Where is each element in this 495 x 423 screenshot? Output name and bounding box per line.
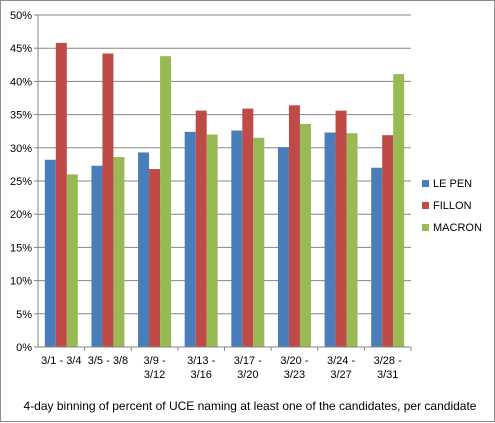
bar-macron <box>253 137 265 347</box>
bar-le-pen <box>324 132 336 347</box>
y-tick-label: 45% <box>10 43 32 55</box>
legend-item-macron: MACRON <box>422 222 482 234</box>
bar-fillon <box>288 105 300 347</box>
bar-fillon <box>242 108 254 348</box>
bar-le-pen <box>231 130 243 347</box>
bar-fillon <box>382 135 394 347</box>
bar-macron <box>393 74 405 347</box>
bar-fillon <box>102 53 114 348</box>
bar-macron <box>206 134 218 347</box>
bar-fillon <box>149 169 161 347</box>
bar-le-pen <box>138 152 150 347</box>
bar-macron <box>113 157 125 347</box>
x-tick-label: 3/20 -3/23 <box>280 355 308 381</box>
bar-macron <box>160 56 172 347</box>
bars <box>44 42 405 348</box>
bar-macron <box>346 133 358 347</box>
y-tick-label: 10% <box>10 276 32 288</box>
x-tick-label: 3/24 -3/27 <box>327 355 355 381</box>
x-axis-title: 4-day binning of percent of UCE naming a… <box>24 399 477 413</box>
legend: LE PEN FILLON MACRON <box>422 178 482 234</box>
bar-le-pen <box>44 159 56 347</box>
legend-swatch <box>422 202 429 209</box>
bar-le-pen <box>371 167 383 347</box>
legend-label: FILLON <box>433 200 472 212</box>
y-tick-label: 20% <box>10 209 32 221</box>
bar-macron <box>299 123 311 347</box>
legend-swatch <box>422 224 429 231</box>
y-tick-label: 25% <box>10 176 32 188</box>
y-tick-label: 15% <box>10 242 32 254</box>
bar-fillon <box>335 110 347 347</box>
bar-le-pen <box>91 165 103 347</box>
x-tick-label: 3/13 -3/16 <box>187 355 215 381</box>
bar-fillon <box>55 42 67 347</box>
legend-label: MACRON <box>433 222 482 234</box>
y-tick-label: 0% <box>16 342 32 354</box>
legend-item-le-pen: LE PEN <box>422 178 472 190</box>
bar-le-pen <box>277 147 289 347</box>
bar-fillon <box>195 110 207 347</box>
x-tick-label: 3/17 -3/20 <box>234 355 262 381</box>
bar-macron <box>66 174 78 347</box>
x-tick-labels: 3/1 - 3/4 3/5 - 3/8 3/9 -3/12 3/13 -3/16 3/1… <box>41 355 402 381</box>
x-tick-label: 3/5 - 3/8 <box>88 355 128 367</box>
y-tick-label: 5% <box>16 309 32 321</box>
x-tick-label: 3/9 -3/12 <box>144 355 166 381</box>
y-tick-label: 30% <box>10 143 32 155</box>
y-tick-label: 35% <box>10 110 32 122</box>
bar-le-pen <box>184 131 196 347</box>
legend-label: LE PEN <box>433 178 472 190</box>
y-tick-label: 50% <box>10 10 32 22</box>
y-tick-labels: 0% 5% 10% 15% 20% 25% 30% 35% 40% 45% 50% <box>10 10 32 354</box>
x-tick-label: 3/28 -3/31 <box>374 355 402 381</box>
axes <box>34 14 412 351</box>
x-tick-label: 3/1 - 3/4 <box>41 355 81 367</box>
legend-item-fillon: FILLON <box>422 200 472 212</box>
legend-swatch <box>422 180 429 187</box>
y-tick-label: 40% <box>10 76 32 88</box>
